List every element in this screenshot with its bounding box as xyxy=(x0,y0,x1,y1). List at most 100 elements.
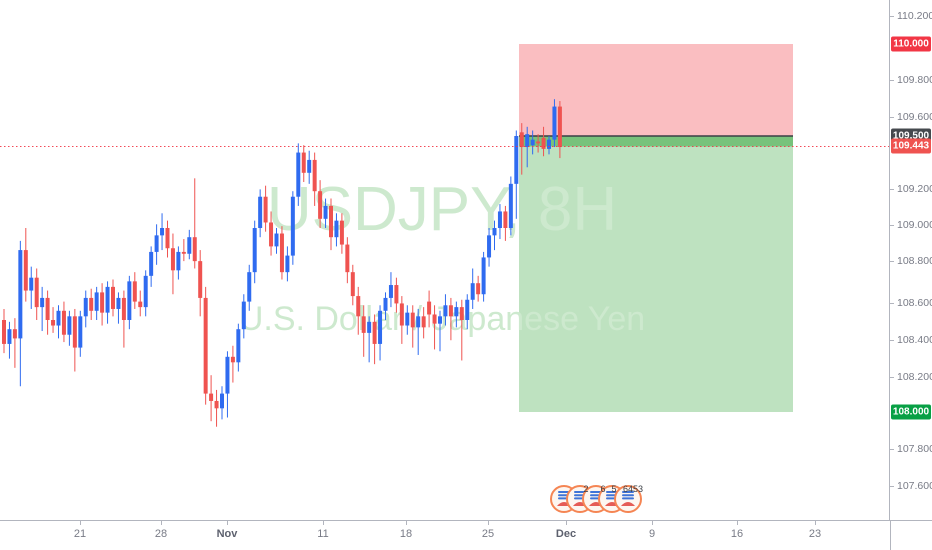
price-label: 109.800 xyxy=(897,74,932,86)
candle xyxy=(170,233,175,295)
candle xyxy=(18,240,23,387)
candle xyxy=(263,185,268,232)
candle-body xyxy=(541,137,546,149)
candle-body xyxy=(476,283,481,295)
candle xyxy=(121,290,126,348)
candle xyxy=(269,211,274,256)
candle xyxy=(432,305,437,350)
price-label: 108.400 xyxy=(897,334,932,346)
candle-body xyxy=(12,329,17,339)
candle-body xyxy=(296,152,301,197)
candle-body xyxy=(530,139,535,146)
time-tick xyxy=(80,521,81,525)
candle-body xyxy=(2,320,6,344)
price-axis[interactable]: 110.200 109.800 109.600 109.200 109.000 108.8… xyxy=(889,0,932,520)
idea-marker-cluster[interactable]: 2 6 5 6453 xyxy=(550,484,643,513)
candle xyxy=(143,270,148,317)
mini-chart-icon xyxy=(558,491,570,493)
time-axis[interactable]: 21 28 Nov 11 18 25 Dec 9 16 23 xyxy=(0,520,890,550)
candle xyxy=(487,228,492,267)
candle xyxy=(329,198,333,251)
open-pnl-zone xyxy=(519,136,793,147)
candle xyxy=(339,213,344,254)
price-tick xyxy=(890,261,894,262)
candle-body xyxy=(448,305,453,317)
time-label: 23 xyxy=(808,528,822,540)
candle xyxy=(29,266,34,309)
idea-marker-count: 5 xyxy=(611,484,616,494)
risk-zone xyxy=(519,44,793,136)
candle xyxy=(100,283,105,326)
candle xyxy=(410,305,415,348)
candle-body xyxy=(154,235,159,252)
candle-body xyxy=(198,261,203,298)
candle-body xyxy=(192,237,197,262)
price-label: 109.200 xyxy=(897,183,932,195)
time-label: 9 xyxy=(648,528,656,540)
candle-body xyxy=(301,152,306,173)
take-profit-price-badge: 108.000 xyxy=(891,404,931,420)
candle xyxy=(34,268,39,320)
candle-body xyxy=(339,220,344,245)
candle xyxy=(530,130,535,155)
candle xyxy=(465,294,470,330)
candle-body xyxy=(454,307,459,317)
candle xyxy=(203,286,208,405)
candle-body xyxy=(170,248,175,271)
candle-body xyxy=(487,235,492,258)
price-tick xyxy=(890,449,894,450)
candle-body xyxy=(552,106,557,140)
candle xyxy=(45,290,50,335)
candle-body xyxy=(416,316,421,328)
candle-body xyxy=(94,292,99,311)
time-label: 18 xyxy=(399,528,413,540)
candle xyxy=(83,290,88,328)
time-tick xyxy=(566,521,567,525)
candlestick-series xyxy=(2,99,562,427)
candle-body xyxy=(503,211,508,228)
price-label: 108.200 xyxy=(897,371,932,383)
candle-body xyxy=(470,283,475,300)
mini-chart-icon xyxy=(622,491,634,493)
candle-body xyxy=(383,297,388,311)
candle-body xyxy=(263,196,268,223)
candle-body xyxy=(312,159,317,192)
time-label: 25 xyxy=(481,528,495,540)
candle-body xyxy=(318,191,323,219)
candle-body xyxy=(83,297,88,317)
price-label: 107.600 xyxy=(897,480,932,492)
candle xyxy=(67,310,72,346)
candle xyxy=(547,136,551,155)
candle xyxy=(72,308,77,372)
time-tick xyxy=(488,521,489,525)
time-label: Dec xyxy=(555,528,577,540)
candle-body xyxy=(323,205,328,219)
candle xyxy=(187,229,192,260)
candle xyxy=(236,323,241,372)
candle-body xyxy=(214,400,219,409)
candle xyxy=(192,178,197,269)
candle-body xyxy=(432,314,437,324)
mini-curve-icon xyxy=(621,502,635,506)
price-label: 110.200 xyxy=(897,10,932,22)
candle xyxy=(481,251,486,302)
price-label: 107.800 xyxy=(897,443,932,455)
candle-body xyxy=(388,285,393,298)
candle xyxy=(378,305,383,361)
candle xyxy=(557,101,562,159)
price-tick xyxy=(890,16,894,17)
mini-chart-icon xyxy=(590,491,602,493)
short-position-tool[interactable] xyxy=(519,44,793,412)
candle-body xyxy=(247,272,252,302)
candle-body xyxy=(143,275,148,308)
candle xyxy=(61,301,66,343)
candle-body xyxy=(203,297,208,394)
candle xyxy=(12,318,17,368)
candle xyxy=(225,351,230,418)
candle-body xyxy=(350,272,355,297)
price-tick xyxy=(890,377,894,378)
candle xyxy=(51,307,56,333)
price-label: 108.800 xyxy=(897,255,932,267)
candle-body xyxy=(361,316,366,333)
